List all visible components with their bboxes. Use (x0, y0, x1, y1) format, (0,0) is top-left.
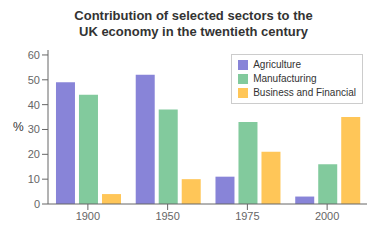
svg-text:30: 30 (28, 123, 40, 135)
svg-text:1975: 1975 (235, 210, 259, 222)
svg-text:0: 0 (34, 198, 40, 210)
svg-text:1900: 1900 (76, 210, 100, 222)
svg-text:40: 40 (28, 99, 40, 111)
svg-text:10: 10 (28, 173, 40, 185)
svg-text:%: % (13, 120, 24, 134)
html-text:Manufacturing: Manufacturing (253, 73, 317, 84)
svg-text:20: 20 (28, 148, 40, 160)
svg-text:1950: 1950 (155, 210, 179, 222)
svg-text:2000: 2000 (315, 210, 339, 222)
svg-text:50: 50 (28, 74, 40, 86)
html-text:UK economy in the twentieth ce: UK economy in the twentieth century (79, 24, 308, 39)
svg-text:60: 60 (28, 49, 40, 61)
html-text:Contribution of selected secto: Contribution of selected sectors to the (74, 8, 313, 23)
html-text:Business and Financial: Business and Financial (253, 87, 356, 98)
html-text:Agriculture: Agriculture (253, 59, 301, 70)
